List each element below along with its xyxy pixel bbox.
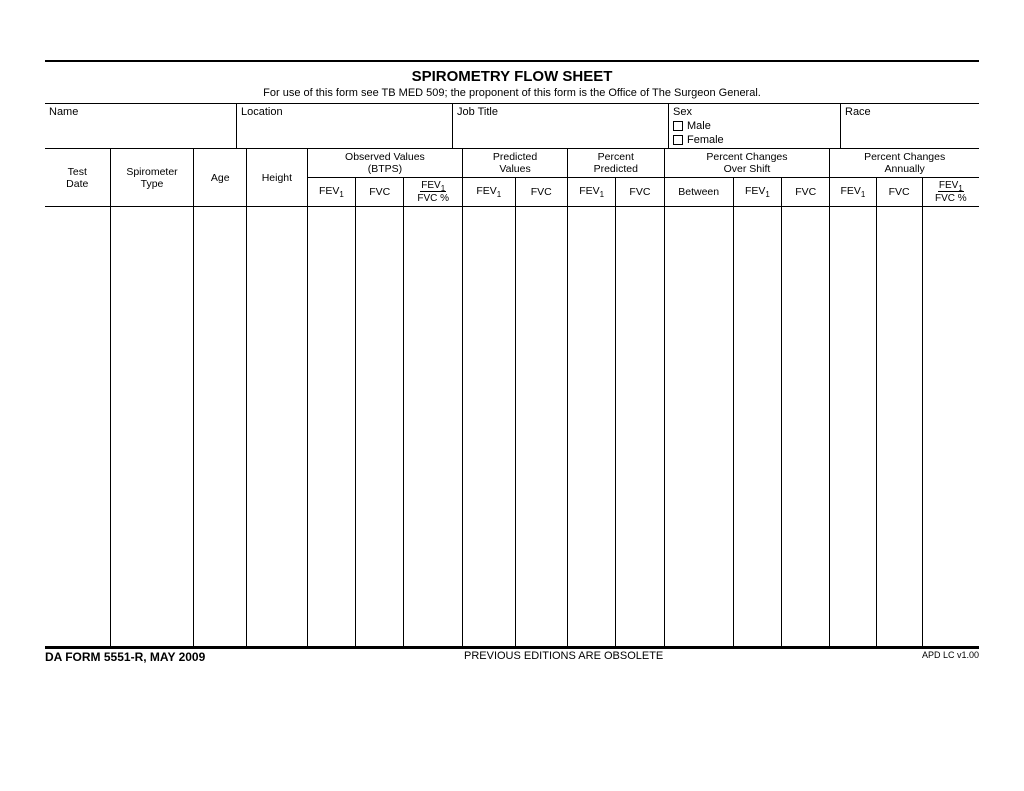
group-observed-l2: (BTPS) — [368, 163, 402, 175]
col-height: Height — [246, 149, 307, 207]
group-annual: Percent Changes Annually — [830, 149, 979, 178]
name-label: Name — [49, 106, 78, 118]
group-annual-l1: Percent Changes — [864, 151, 945, 163]
race-field[interactable]: Race — [841, 104, 979, 148]
col-pred-fvc: FVC — [515, 178, 567, 207]
data-row-area[interactable] — [45, 207, 979, 647]
jobtitle-label: Job Title — [457, 106, 498, 118]
col-test-date: Test Date — [45, 149, 110, 207]
race-label: Race — [845, 106, 871, 118]
col-test-date-l2: Date — [66, 178, 88, 190]
sex-label: Sex — [673, 106, 692, 118]
form-title: SPIROMETRY FLOW SHEET — [45, 62, 979, 85]
group-shift-l2: Over Shift — [724, 163, 771, 175]
group-annual-l2: Annually — [885, 163, 925, 175]
location-label: Location — [241, 106, 283, 118]
form-number: DA FORM 5551-R, MAY 2009 — [45, 650, 205, 664]
col-spiro-l2: Type — [141, 178, 164, 190]
group-predicted-l2: Values — [499, 163, 530, 175]
data-table: Test Date Spirometer Type Age Height Obs… — [45, 149, 979, 647]
version: APD LC v1.00 — [922, 650, 979, 660]
group-observed-l1: Observed Values — [345, 151, 425, 163]
col-pp-fvc: FVC — [616, 178, 664, 207]
col-pp-fev1: FEV1 — [568, 178, 616, 207]
location-field[interactable]: Location — [237, 104, 453, 148]
col-ann-fev1: FEV1 — [830, 178, 876, 207]
group-predicted: Predicted Values — [463, 149, 568, 178]
form-page: SPIROMETRY FLOW SHEET For use of this fo… — [45, 60, 979, 664]
col-between: Between — [664, 178, 733, 207]
male-checkbox[interactable] — [673, 121, 683, 131]
form-subtitle: For use of this form see TB MED 509; the… — [45, 85, 979, 103]
col-test-date-l1: Test — [68, 166, 87, 178]
male-label: Male — [687, 120, 711, 132]
group-observed: Observed Values (BTPS) — [307, 149, 462, 178]
group-shift-l1: Percent Changes — [706, 151, 787, 163]
col-obs-fev1: FEV1 — [307, 178, 355, 207]
sex-field: Sex Male Female — [669, 104, 841, 148]
group-pp-l2: Predicted — [594, 163, 638, 175]
col-obs-fvc: FVC — [356, 178, 404, 207]
col-ann-frac: FEV1 FVC % — [922, 178, 979, 207]
obsolete-notice: PREVIOUS EDITIONS ARE OBSOLETE — [464, 650, 663, 662]
col-age: Age — [194, 149, 246, 207]
col-spirometer-type: Spirometer Type — [110, 149, 194, 207]
female-label: Female — [687, 134, 724, 146]
col-obs-frac: FEV1 FVC % — [404, 178, 463, 207]
female-checkbox[interactable] — [673, 135, 683, 145]
group-predicted-l1: Predicted — [493, 151, 537, 163]
col-ann-fvc: FVC — [876, 178, 922, 207]
info-row: Name Location Job Title Sex Male Female … — [45, 103, 979, 149]
group-shift: Percent Changes Over Shift — [664, 149, 830, 178]
col-shift-fvc: FVC — [782, 178, 830, 207]
col-shift-fev1: FEV1 — [733, 178, 781, 207]
col-pred-fev1: FEV1 — [463, 178, 515, 207]
jobtitle-field[interactable]: Job Title — [453, 104, 669, 148]
col-spiro-l1: Spirometer — [126, 166, 177, 178]
group-pp-l1: Percent — [598, 151, 634, 163]
name-field[interactable]: Name — [45, 104, 237, 148]
footer: DA FORM 5551-R, MAY 2009 PREVIOUS EDITIO… — [45, 649, 979, 664]
group-percent-predicted: Percent Predicted — [568, 149, 665, 178]
